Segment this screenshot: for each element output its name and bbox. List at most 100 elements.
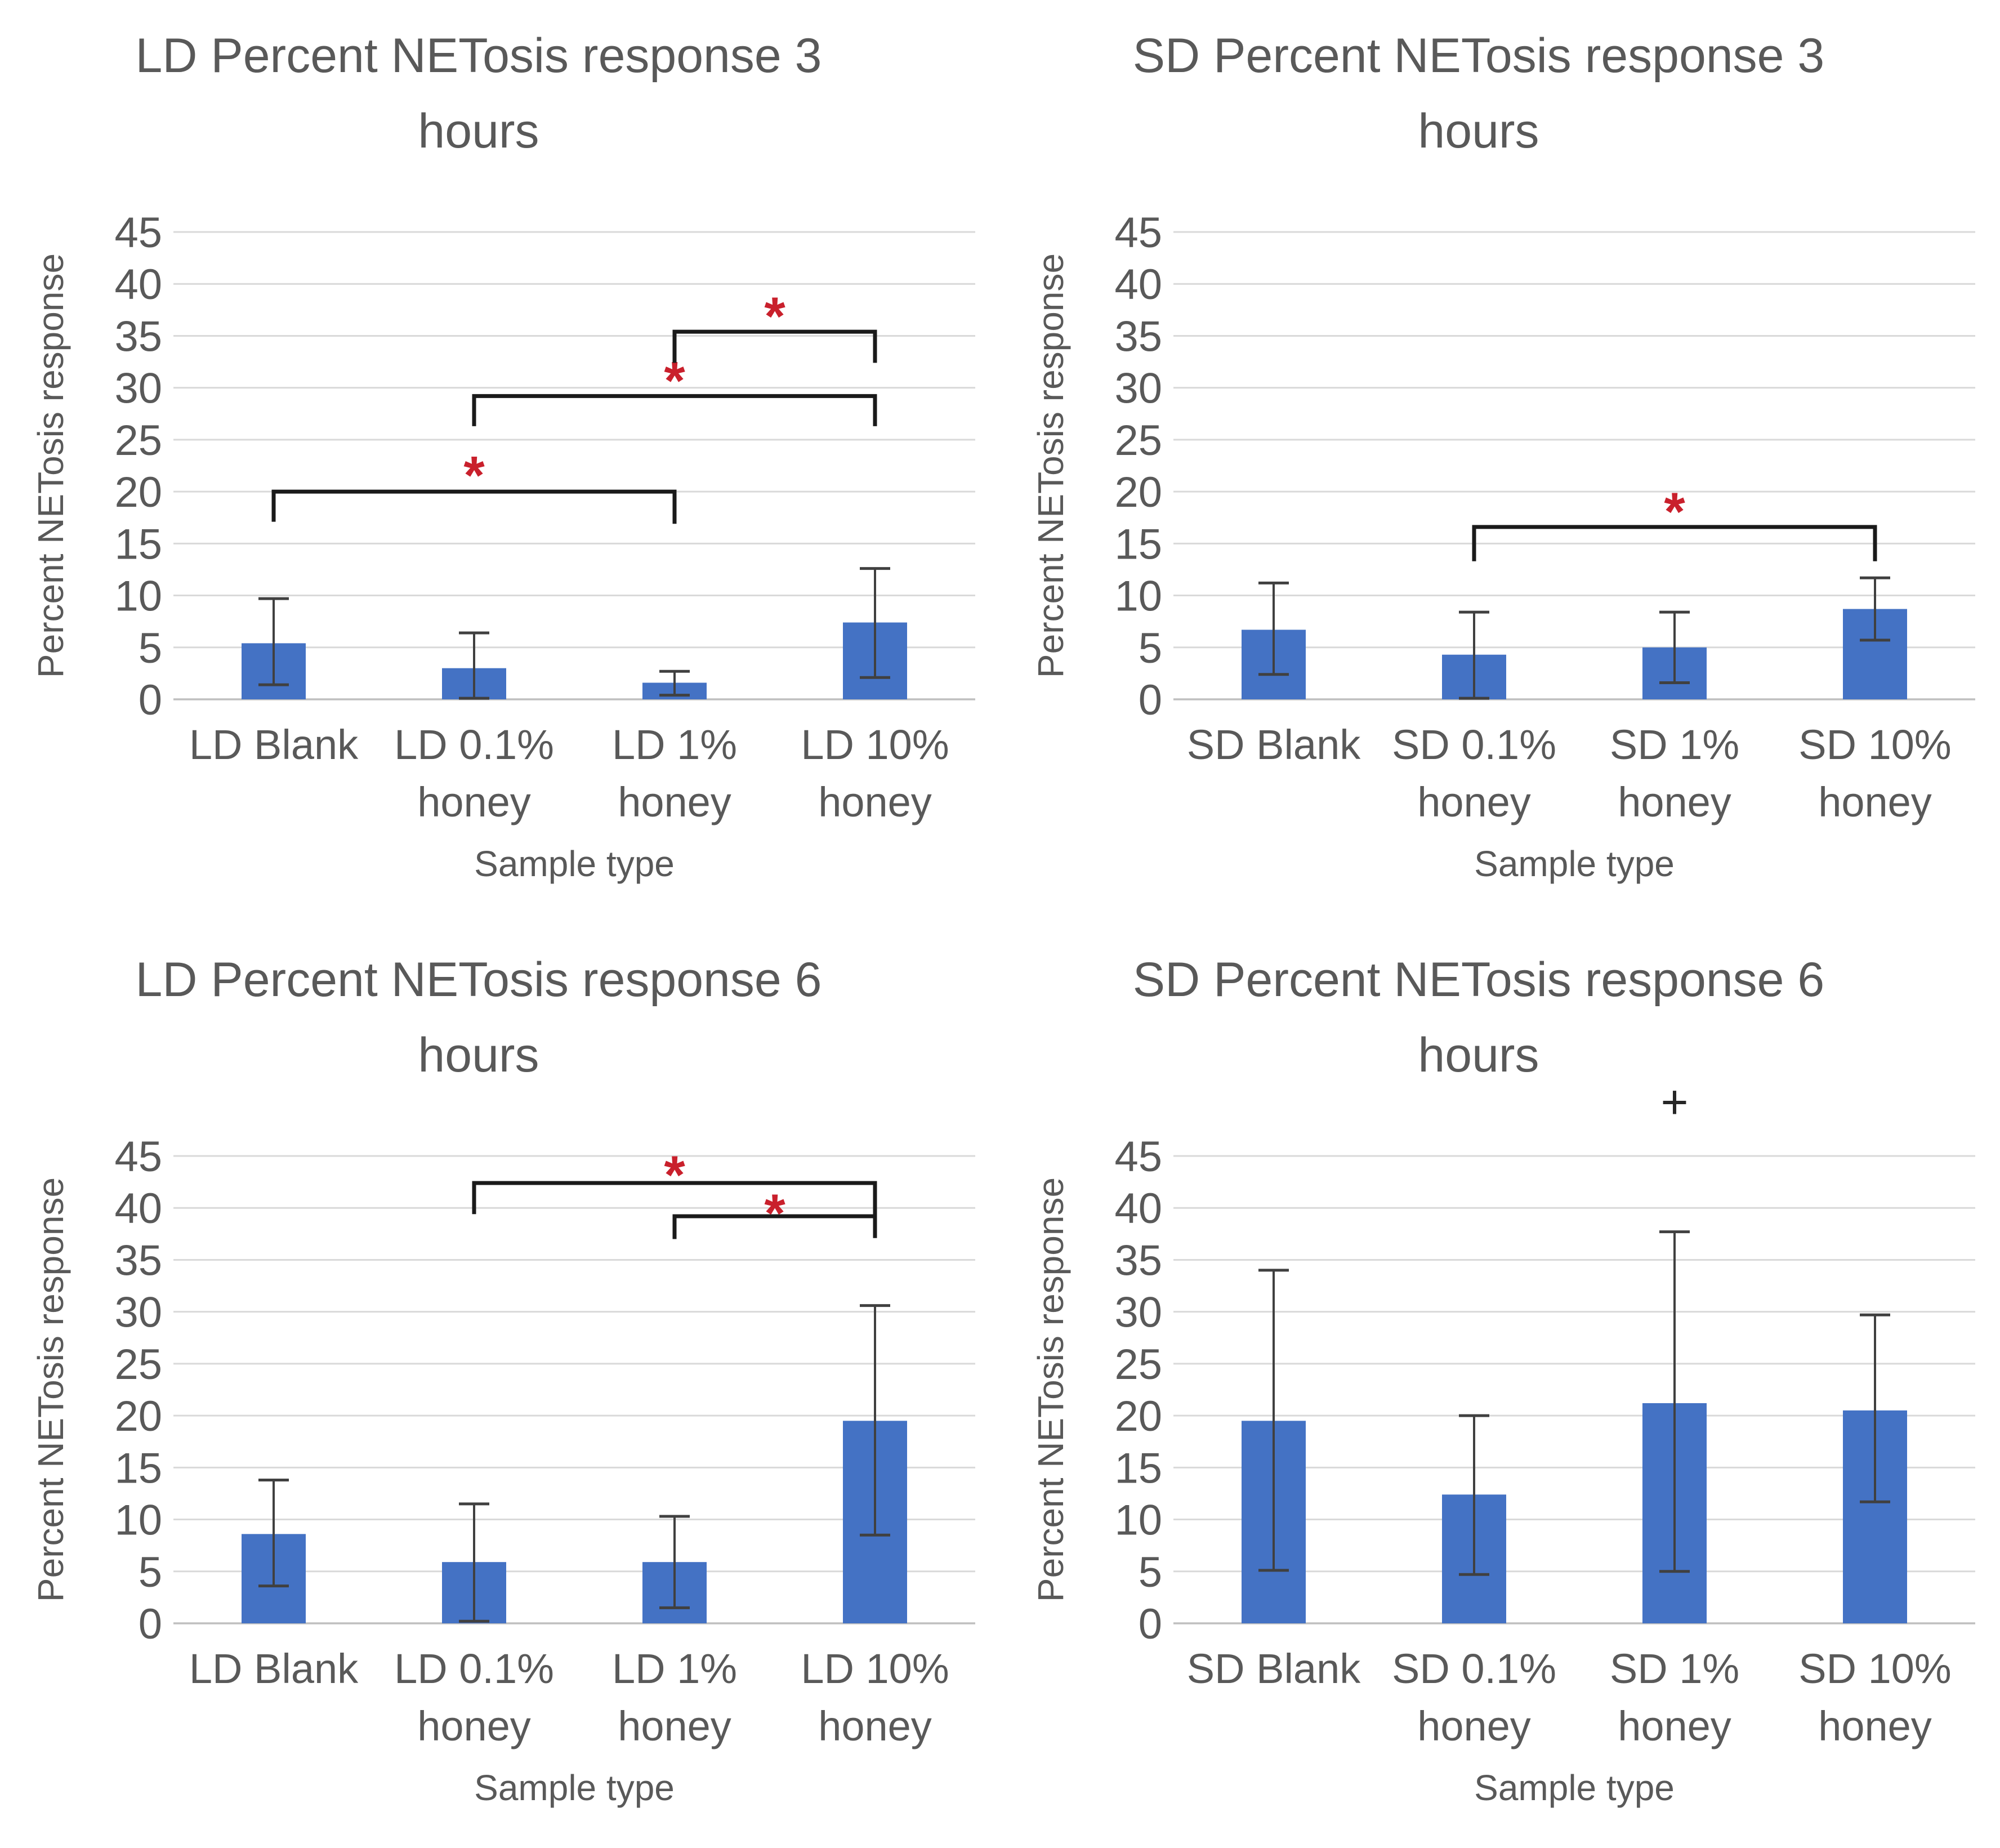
chart-title-line-2: hours: [418, 104, 539, 158]
y-tick-label: 5: [1139, 624, 1162, 672]
chart-sd-6-hours: 0 5 10 15 20 25 30 35 40 45 + SD Blank SD 0.1% honey S…: [1000, 924, 2000, 1848]
error-bar: [1860, 1313, 1890, 1503]
error-bar: [659, 669, 690, 697]
significance-bracket: [472, 1181, 877, 1237]
error-bar: [459, 631, 489, 700]
error-bar: [1659, 610, 1690, 684]
y-tick-label: 40: [1114, 261, 1162, 309]
y-tick-label: 15: [1114, 520, 1162, 568]
plus-annotation: +: [1660, 1075, 1688, 1128]
y-tick-label: 30: [114, 1289, 162, 1337]
y-tick-label: 25: [1114, 417, 1162, 465]
y-tick-label: 0: [1139, 676, 1162, 724]
y-tick-label: 35: [114, 313, 162, 360]
error-bar: [258, 597, 289, 686]
error-bar: [1459, 1414, 1489, 1576]
category-label: honey: [1818, 779, 1932, 825]
error-bar: [1459, 610, 1489, 700]
category-label: LD 0.1%: [394, 721, 554, 768]
significance-asterisk: *: [463, 445, 485, 506]
category-label: SD 0.1%: [1392, 1645, 1556, 1692]
y-tick-label: 5: [1139, 1548, 1162, 1596]
y-tick-label: 30: [1114, 1289, 1162, 1337]
significance-asterisk: *: [664, 1145, 685, 1205]
y-axis-title: Percent NETosis response: [30, 253, 71, 678]
y-tick-label: 45: [114, 1133, 162, 1181]
category-label: honey: [1618, 779, 1731, 825]
chart-title-line-2: hours: [1418, 1028, 1539, 1082]
category-label: LD 10%: [801, 721, 949, 768]
category-label: honey: [818, 1703, 932, 1749]
y-tick-label: 0: [1139, 1600, 1162, 1648]
y-tick-label: 40: [114, 261, 162, 309]
category-label: honey: [417, 1703, 531, 1749]
y-tick-label: 10: [1114, 573, 1162, 621]
category-label: LD Blank: [189, 721, 359, 768]
error-bar: [459, 1502, 489, 1623]
category-label: honey: [417, 779, 531, 825]
y-tick-label: 10: [114, 573, 162, 621]
error-bar: [860, 1304, 890, 1537]
error-bar: [258, 1478, 289, 1588]
category-label: honey: [1618, 1703, 1731, 1749]
y-tick-label: 10: [1114, 1497, 1162, 1545]
significance-bracket: [271, 489, 677, 524]
y-tick-label: 20: [1114, 468, 1162, 516]
y-axis-title: Percent NETosis response: [1030, 1177, 1071, 1602]
significance-bracket: [672, 329, 877, 363]
y-tick-label: 5: [139, 1548, 162, 1596]
y-tick-label: 30: [114, 365, 162, 413]
category-label: SD 1%: [1610, 721, 1739, 768]
chart-title-line-2: hours: [1418, 104, 1539, 158]
y-tick-label: 5: [139, 624, 162, 672]
category-label: honey: [1818, 1703, 1932, 1749]
category-label: SD 10%: [1798, 1645, 1951, 1692]
y-tick-label: 25: [114, 417, 162, 465]
x-axis-title: Sample type: [1474, 1767, 1675, 1808]
chart-title-line-1: SD Percent NETosis response 6: [1133, 953, 1824, 1007]
y-tick-label: 35: [1114, 313, 1162, 360]
y-tick-label: 10: [114, 1497, 162, 1545]
y-tick-label: 0: [139, 676, 162, 724]
chart-sd-3-hours: 0 5 10 15 20 25 30 35 40 45 * SD Blank SD 0.1% honey S…: [1000, 0, 2000, 924]
y-tick-label: 35: [1114, 1237, 1162, 1284]
y-tick-label: 35: [114, 1237, 162, 1284]
chart-ld-6-hours: 0 5 10 15 20 25 30 35 40 45 * * LD Blank LD 0.1% honey…: [0, 924, 1000, 1848]
y-tick-label: 25: [1114, 1341, 1162, 1389]
category-label: SD 0.1%: [1392, 721, 1556, 768]
y-tick-label: 0: [139, 1600, 162, 1648]
category-label: LD 1%: [612, 1645, 737, 1692]
x-axis-title: Sample type: [474, 1767, 675, 1808]
category-label: SD Blank: [1187, 1645, 1361, 1692]
y-tick-label: 45: [1114, 1133, 1162, 1181]
y-tick-label: 40: [1114, 1185, 1162, 1233]
y-tick-label: 15: [114, 520, 162, 568]
category-label: honey: [618, 779, 731, 825]
error-bar: [1258, 581, 1289, 676]
category-label: LD 0.1%: [394, 1645, 554, 1692]
category-label: LD 1%: [612, 721, 737, 768]
error-bar: [1258, 1269, 1289, 1572]
y-axis-title: Percent NETosis response: [1030, 253, 1071, 678]
error-bar: [860, 567, 890, 679]
y-tick-label: 30: [1114, 365, 1162, 413]
y-tick-label: 15: [114, 1444, 162, 1492]
category-label: honey: [1417, 779, 1531, 825]
category-label: LD 10%: [801, 1645, 949, 1692]
chart-title-line-1: SD Percent NETosis response 3: [1133, 29, 1824, 83]
significance-bracket: [1472, 525, 1877, 561]
y-tick-label: 40: [114, 1185, 162, 1233]
category-label: SD Blank: [1187, 721, 1361, 768]
category-label: LD Blank: [189, 1645, 359, 1692]
error-bar: [659, 1515, 690, 1609]
category-label: SD 1%: [1610, 1645, 1739, 1692]
significance-bracket: [672, 1214, 877, 1239]
significance-bracket: [472, 394, 877, 426]
category-label: honey: [618, 1703, 731, 1749]
chart-title-line-1: LD Percent NETosis response 3: [136, 29, 822, 83]
y-tick-label: 20: [1114, 1392, 1162, 1440]
significance-asterisk: *: [1664, 481, 1685, 542]
